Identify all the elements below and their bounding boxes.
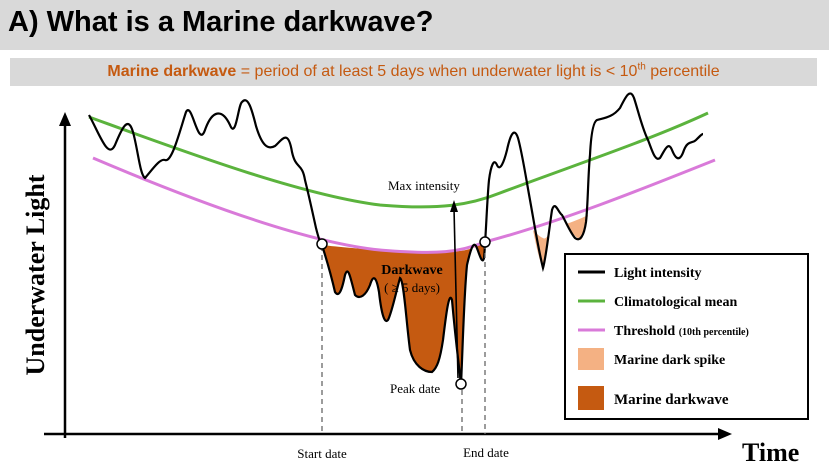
darkwave-area <box>322 242 485 385</box>
max-intensity-arrowhead <box>450 200 458 212</box>
threshold-curve <box>92 156 716 254</box>
climatological-mean-curve <box>88 111 709 209</box>
definition-superscript: th <box>637 61 646 73</box>
legend-swatch-darkwave <box>578 386 604 410</box>
start-date-marker <box>316 238 328 250</box>
darkwave-label: Darkwave <box>381 263 442 278</box>
light-intensity-curve <box>88 92 704 386</box>
definition-term: Marine darkwave <box>107 63 237 80</box>
legend-item-darkwave: Marine darkwave <box>578 386 729 410</box>
legend-item-climatological-mean: Climatological mean <box>578 295 737 310</box>
legend-box <box>564 253 809 420</box>
legend-label-threshold: Threshold (10th percentile) <box>614 324 749 339</box>
end-date-label: End date <box>463 445 509 460</box>
legend-label-darkwave: Marine darkwave <box>614 392 729 408</box>
darkwave-duration-label: ( ≥ 5 days) <box>384 280 440 295</box>
x-axis-arrowhead <box>718 428 732 440</box>
definition-body: = period of at least 5 days when underwa… <box>236 63 638 80</box>
legend-item-threshold: Threshold (10th percentile) <box>578 324 749 339</box>
legend-label-mean: Climatological mean <box>614 295 737 310</box>
legend-swatch-spike <box>578 348 604 370</box>
definition-text: Marine darkwave = period of at least 5 d… <box>10 58 817 86</box>
legend-item-light-intensity: Light intensity <box>578 266 702 281</box>
y-axis-arrowhead <box>59 112 71 126</box>
start-date-label: Start date <box>297 446 347 461</box>
y-axis-label: Underwater Light <box>21 174 50 375</box>
peak-date-marker <box>455 378 467 390</box>
definition-tail: percentile <box>645 63 720 80</box>
max-intensity-label: Max intensity <box>388 178 460 193</box>
legend-threshold-main: Threshold <box>614 324 679 339</box>
title-bar: A) What is a Marine darkwave? <box>0 0 829 50</box>
definition-bar: Marine darkwave = period of at least 5 d… <box>10 58 817 86</box>
legend: Light intensity Climatological mean Thre… <box>564 253 809 420</box>
legend-threshold-suffix: (10th percentile) <box>679 327 749 338</box>
end-date-marker <box>479 236 491 248</box>
legend-item-dark-spike: Marine dark spike <box>578 348 725 370</box>
legend-label-spike: Marine dark spike <box>614 353 725 368</box>
peak-date-label: Peak date <box>390 381 440 396</box>
x-axis-label: Time <box>742 438 799 466</box>
page-title: A) What is a Marine darkwave? <box>8 6 434 38</box>
max-intensity-arrow <box>453 207 459 379</box>
legend-label-light: Light intensity <box>614 266 702 281</box>
